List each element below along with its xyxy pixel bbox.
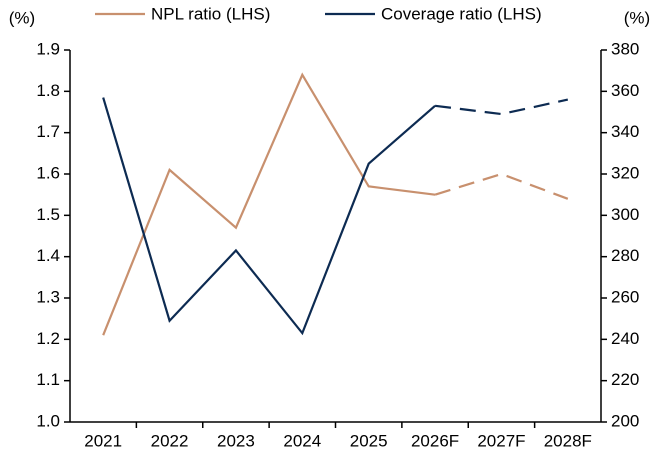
y2-tick-label: 380: [611, 39, 639, 58]
y-tick-label: 1.8: [36, 81, 60, 100]
series-line: [102, 72, 436, 336]
series-line: [434, 98, 569, 116]
y2-tick-label: 280: [611, 246, 639, 265]
x-tick-label: 2027F: [477, 431, 525, 450]
legend-label: NPL ratio (LHS): [151, 4, 270, 23]
y-tick-label: 1.6: [36, 163, 60, 182]
x-tick-label: 2022: [151, 431, 189, 450]
y2-tick-label: 360: [611, 81, 639, 100]
y2-axis-label: (%): [624, 8, 650, 27]
y2-tick-label: 340: [611, 122, 639, 141]
y-tick-label: 1.1: [36, 370, 60, 389]
y-tick-label: 1.4: [36, 246, 60, 265]
x-tick-label: 2026F: [411, 431, 459, 450]
y-tick-label: 1.3: [36, 287, 60, 306]
y-axis-label: (%): [9, 8, 35, 27]
x-tick-label: 2023: [217, 431, 255, 450]
series-line: [102, 97, 436, 336]
y-tick-label: 1.0: [36, 411, 60, 430]
y-tick-label: 1.2: [36, 329, 60, 348]
x-tick-label: 2025: [350, 431, 388, 450]
x-tick-label: 2028F: [544, 431, 592, 450]
x-tick-label: 2024: [283, 431, 321, 450]
y2-tick-label: 220: [611, 370, 639, 389]
y2-tick-label: 300: [611, 205, 639, 224]
y-tick-label: 1.7: [36, 122, 60, 141]
y2-tick-label: 260: [611, 287, 639, 306]
legend-label: Coverage ratio (LHS): [381, 4, 542, 23]
y2-tick-label: 320: [611, 163, 639, 182]
y2-tick-label: 240: [611, 329, 639, 348]
y-tick-label: 1.9: [36, 39, 60, 58]
series-line: [434, 172, 569, 200]
y2-tick-label: 200: [611, 411, 639, 430]
y-tick-label: 1.5: [36, 205, 60, 224]
x-tick-label: 2021: [84, 431, 122, 450]
